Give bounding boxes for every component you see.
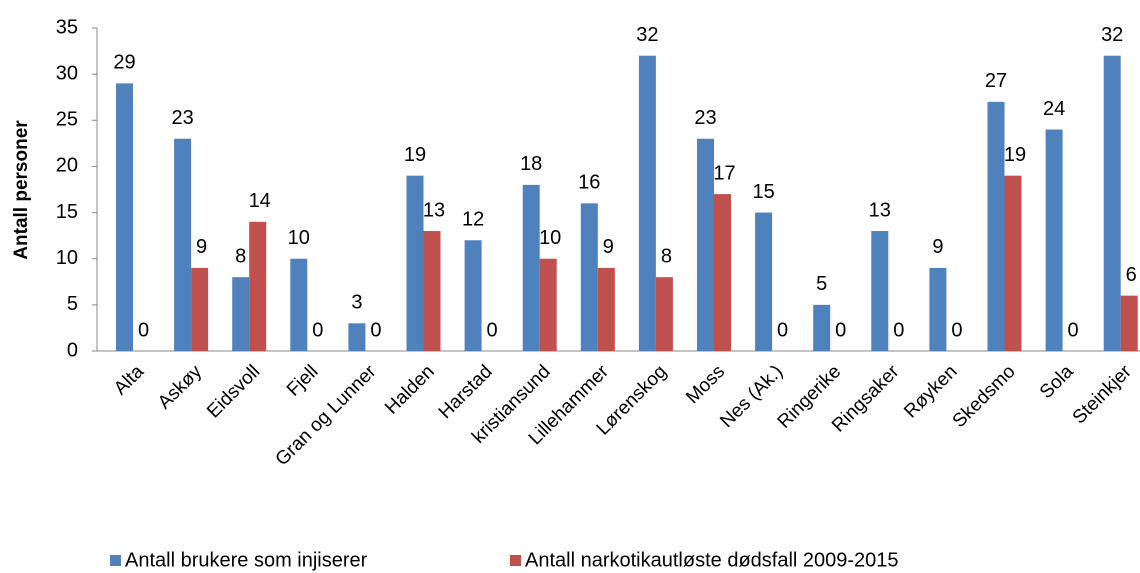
data-label: 0 [1068, 319, 1079, 341]
data-label: 32 [636, 24, 658, 46]
data-label: 15 [752, 181, 774, 203]
data-label: 9 [196, 236, 207, 258]
y-tick-label: 30 [56, 62, 78, 84]
data-label: 27 [985, 70, 1007, 92]
x-tick-label: Moss [682, 361, 729, 408]
bar [290, 258, 308, 351]
bar [929, 267, 947, 351]
data-label: 0 [835, 319, 846, 341]
data-label: 8 [661, 245, 672, 267]
data-label: 0 [951, 319, 962, 341]
data-label: 10 [288, 227, 310, 249]
data-label: 12 [462, 209, 484, 231]
bar [232, 277, 250, 351]
y-tick-label: 10 [56, 247, 78, 269]
y-tick-label: 0 [67, 339, 78, 361]
data-label: 5 [816, 273, 827, 295]
bar [714, 194, 731, 351]
bar [191, 267, 209, 351]
data-label: 13 [869, 199, 891, 221]
x-tick-label: Sola [1036, 361, 1078, 403]
data-label: 23 [694, 107, 716, 129]
data-label: 9 [603, 236, 614, 258]
bar [464, 240, 482, 351]
legend-label: Antall narkotikautløste dødsfall 2009-20… [525, 549, 899, 571]
x-tick-label: Gran og Lunner [272, 361, 381, 470]
data-label: 0 [487, 319, 498, 341]
data-label: 0 [893, 319, 904, 341]
data-label: 17 [713, 162, 735, 184]
data-label: 6 [1126, 264, 1137, 286]
x-tick-label: Halden [381, 361, 438, 418]
data-label: 3 [351, 292, 362, 314]
data-label: 0 [312, 319, 323, 341]
data-label: 19 [404, 144, 426, 166]
data-label: 8 [235, 245, 246, 267]
legend-swatch [110, 555, 121, 566]
bar [813, 304, 831, 351]
bar [249, 221, 267, 351]
data-label: 14 [249, 190, 271, 212]
bar [1103, 55, 1121, 351]
data-label: 29 [113, 52, 135, 74]
data-label: 16 [578, 172, 600, 194]
bar [522, 184, 540, 351]
bar [1004, 175, 1022, 351]
y-axis-title: Antall personer [11, 120, 32, 260]
x-tick-label: Fjell [283, 361, 322, 400]
bar [871, 231, 889, 351]
y-tick-label: 5 [67, 293, 78, 315]
x-tick-label: Eidsvoll [203, 361, 264, 422]
data-label: 13 [423, 199, 445, 221]
bar [1045, 129, 1063, 351]
bar [987, 101, 1005, 351]
bar [348, 323, 366, 351]
data-label: 23 [171, 107, 193, 129]
data-label: 0 [777, 319, 788, 341]
x-tick-label: Alta [110, 361, 148, 399]
bar [539, 258, 557, 351]
y-tick-label: 20 [56, 155, 78, 177]
bar [174, 138, 192, 351]
bar [1120, 295, 1138, 351]
bar [638, 55, 656, 351]
x-tick-label: Skedsmo [949, 361, 1020, 432]
legend-label: Antall brukere som injiserer [125, 549, 368, 571]
data-label: 0 [370, 319, 381, 341]
data-label: 32 [1101, 24, 1123, 46]
data-label: 0 [138, 319, 149, 341]
bar [406, 175, 424, 351]
bar [116, 83, 133, 351]
bar [423, 231, 441, 351]
y-tick-label: 35 [56, 16, 78, 38]
data-label: 24 [1043, 98, 1065, 120]
bar [580, 203, 598, 351]
legend-swatch [510, 555, 521, 566]
y-tick-label: 15 [56, 201, 78, 223]
bar [697, 138, 714, 351]
data-label: 18 [520, 153, 542, 175]
data-label: 10 [539, 227, 561, 249]
x-tick-label: Steinkjer [1069, 361, 1137, 429]
y-tick-label: 25 [56, 109, 78, 131]
data-label: 9 [932, 236, 943, 258]
bar [755, 212, 773, 351]
x-tick-label: Askøy [154, 361, 207, 414]
bar [655, 277, 673, 351]
bar [597, 267, 615, 351]
data-label: 19 [1004, 144, 1026, 166]
